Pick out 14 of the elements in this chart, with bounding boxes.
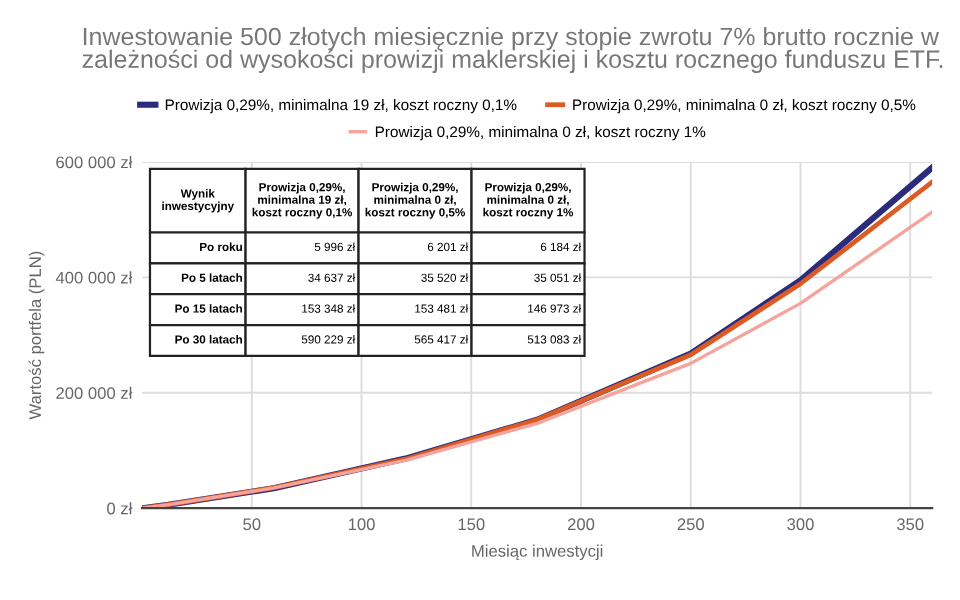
x-tick-label: 250 [677,518,704,531]
x-tick-label: 350 [896,518,924,531]
chart-title: Inwestowanie 500 złotych miesięcznie przy stopie zwrotu 7% brutto rocznie w zależności od wysokości prowizji maklerskiej i kosztu rocznego funduszu ETF. [82,27,943,74]
x-tick-label: 100 [348,518,375,531]
y-axis-title: Wartość portfela (PLN) [28,251,45,420]
y-tick-label: 600 000 zł [56,155,133,169]
x-axis-title: Miesiąc inwestycji [472,544,603,561]
x-tick-label: 200 [567,518,595,531]
x-tick-label: 50 [243,518,261,531]
y-tick-label: 0 zł [107,502,133,515]
y-tick-label: 200 000 zł [56,386,133,399]
x-tick-label: 300 [787,518,814,531]
x-tick-label: 150 [458,518,485,531]
y-tick-label: 400 000 zł [55,271,133,284]
